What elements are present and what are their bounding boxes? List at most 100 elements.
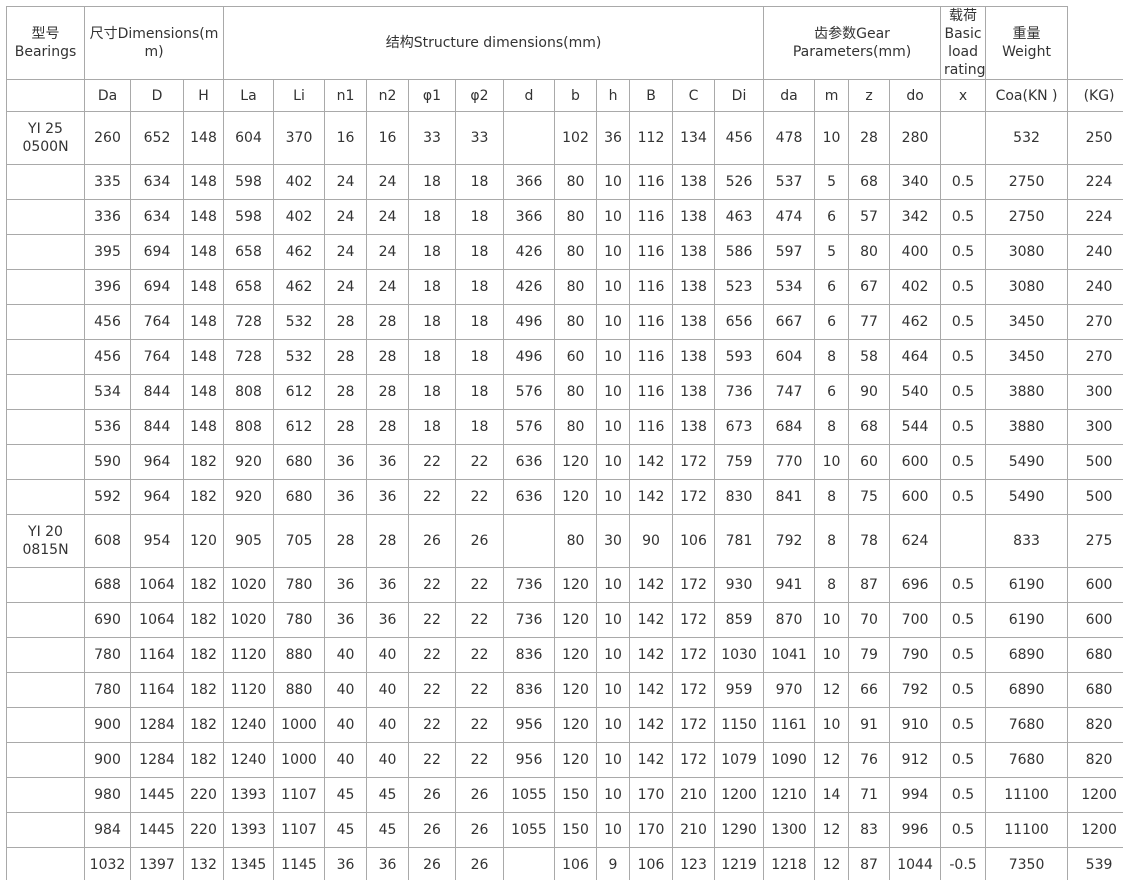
value-cell: 2750: [985, 199, 1069, 235]
value-cell: 10: [596, 444, 630, 480]
value-cell: 87: [848, 847, 891, 880]
value-cell: 142: [629, 602, 673, 638]
value-cell: 8: [814, 479, 850, 515]
value-cell: 26: [408, 812, 456, 848]
value-cell: 870: [763, 602, 816, 638]
value-cell: 658: [223, 269, 274, 305]
value-cell: 57: [848, 199, 891, 235]
value-cell: 500: [1067, 444, 1123, 480]
value-cell: 12: [814, 672, 850, 708]
value-cell: 40: [366, 637, 409, 673]
value-cell: 1290: [713, 812, 765, 848]
value-cell: 1055: [503, 812, 555, 848]
value-cell: 764: [130, 304, 184, 340]
value-cell: 0.5: [940, 234, 987, 270]
value-cell: [940, 514, 987, 568]
value-cell: 142: [629, 707, 673, 743]
value-cell: 18: [455, 374, 504, 410]
value-cell: 120: [554, 672, 597, 708]
data-row: 395 694 148 658 462 24 24 18 18 426 80 10 116 138 586 5…: [6, 234, 1123, 270]
value-cell: 0.5: [940, 269, 987, 305]
value-cell: 500: [1067, 479, 1123, 515]
value-cell: 694: [130, 269, 184, 305]
value-cell: 28: [366, 304, 409, 340]
value-cell: 792: [763, 514, 816, 568]
value-cell: 0.5: [940, 777, 987, 813]
value-cell: 142: [629, 479, 673, 515]
value-cell: 10: [596, 164, 630, 200]
value-cell: 10: [596, 777, 630, 813]
value-cell: 80: [554, 199, 597, 235]
value-cell: 0.5: [940, 637, 987, 673]
data-row: 534 844 148 808 612 28 28 18 18 576 80 10 116 138 736 7…: [6, 374, 1123, 410]
value-cell: 3080: [985, 234, 1069, 270]
value-cell: 12: [814, 742, 850, 778]
value-cell: 1218: [763, 847, 816, 880]
value-cell: 400: [889, 234, 942, 270]
column-header: D: [130, 79, 184, 112]
value-cell: 6: [814, 304, 850, 340]
value-cell: 8: [814, 339, 850, 375]
value-cell: 1161: [763, 707, 816, 743]
value-cell: 3880: [985, 409, 1069, 445]
value-cell: 18: [408, 374, 456, 410]
value-cell: 138: [672, 234, 715, 270]
value-cell: 1240: [223, 742, 274, 778]
value-cell: 26: [455, 812, 504, 848]
value-cell: 138: [672, 409, 715, 445]
value-cell: 964: [130, 479, 184, 515]
column-header: Coa(KN ): [985, 79, 1069, 112]
value-cell: 537: [763, 164, 816, 200]
value-cell: 1240: [223, 707, 274, 743]
column-header: b: [554, 79, 597, 112]
value-cell: 10: [814, 707, 850, 743]
value-cell: 240: [1067, 269, 1123, 305]
value-cell: 526: [713, 164, 765, 200]
value-cell: 5490: [985, 479, 1069, 515]
value-cell: 1393: [223, 812, 274, 848]
value-cell: 6: [814, 374, 850, 410]
value-cell: 736: [503, 602, 555, 638]
value-cell: 172: [672, 637, 715, 673]
value-cell: 28: [366, 514, 409, 568]
value-cell: 148: [183, 199, 224, 235]
value-cell: 18: [455, 304, 504, 340]
value-cell: 148: [183, 304, 224, 340]
data-row: YI 25 0500N 260 652 148 604 370 16 16 33 33 102 36 1…: [6, 111, 1123, 165]
value-cell: 0.5: [940, 199, 987, 235]
value-cell: 680: [1067, 637, 1123, 673]
value-cell: 1020: [223, 567, 274, 603]
value-cell: 40: [366, 742, 409, 778]
value-cell: 45: [366, 812, 409, 848]
value-cell: 0.5: [940, 707, 987, 743]
value-cell: 8: [814, 567, 850, 603]
value-cell: 76: [848, 742, 891, 778]
value-cell: 275: [1067, 514, 1123, 568]
value-cell: 148: [183, 164, 224, 200]
value-cell: 728: [223, 339, 274, 375]
data-row: 456 764 148 728 532 28 28 18 18 496 60 10 116 138 593 6…: [6, 339, 1123, 375]
value-cell: 40: [324, 672, 367, 708]
value-cell: 6890: [985, 672, 1069, 708]
value-cell: 80: [554, 164, 597, 200]
value-cell: 396: [84, 269, 131, 305]
data-row: 1032 1397 132 1345 1145 36 36 26 26 106 9 106 123 121…: [6, 847, 1123, 880]
value-cell: -0.5: [940, 847, 987, 880]
value-cell: 956: [503, 742, 555, 778]
value-cell: 123: [672, 847, 715, 880]
value-cell: 80: [554, 409, 597, 445]
value-cell: 22: [455, 567, 504, 603]
value-cell: 120: [554, 567, 597, 603]
value-cell: 270: [1067, 304, 1123, 340]
value-cell: 68: [848, 409, 891, 445]
value-cell: 1120: [223, 637, 274, 673]
value-cell: 220: [183, 812, 224, 848]
value-cell: 40: [366, 707, 409, 743]
value-cell: 138: [672, 374, 715, 410]
column-header: B: [629, 79, 673, 112]
value-cell: 1164: [130, 637, 184, 673]
value-cell: 77: [848, 304, 891, 340]
value-cell: 402: [273, 199, 325, 235]
value-cell: 24: [324, 199, 367, 235]
value-cell: 9: [596, 847, 630, 880]
